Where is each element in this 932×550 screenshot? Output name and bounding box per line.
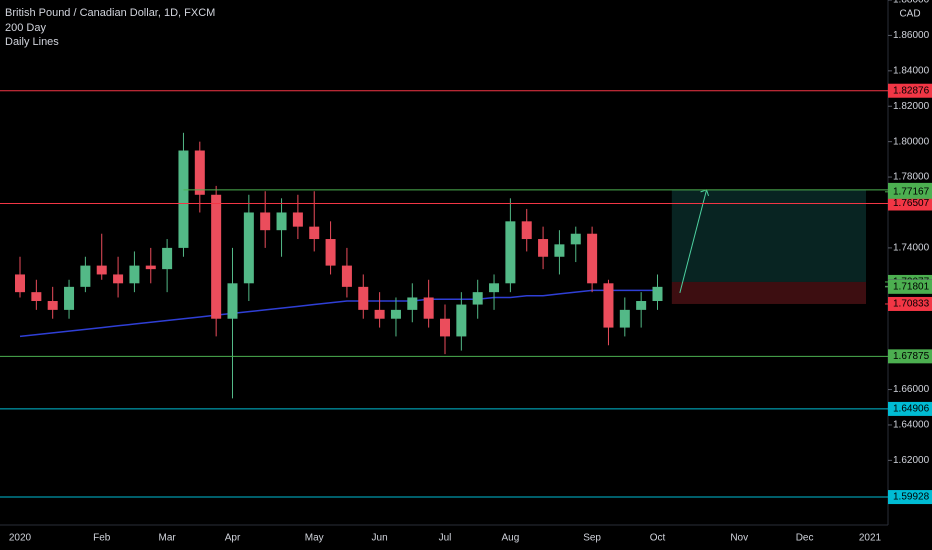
candle-body	[96, 265, 107, 275]
y-tick-label: 1.74000	[893, 243, 930, 254]
candle-body	[129, 265, 140, 284]
currency-label: CAD	[899, 9, 920, 20]
y-tick-label: 1.84000	[893, 65, 930, 76]
candle-body	[211, 194, 222, 319]
candle-body	[440, 318, 450, 337]
projection-arrow	[679, 189, 708, 293]
candle-body	[80, 265, 91, 287]
candle-body	[505, 221, 516, 284]
candle-body	[341, 265, 352, 287]
x-tick-label: Nov	[730, 533, 748, 544]
indicator-label: 200 Day	[5, 22, 46, 34]
x-tick-label: Sep	[583, 533, 601, 544]
y-tick-label: 1.62000	[893, 455, 930, 466]
x-tick-label: Jul	[439, 533, 452, 544]
candle-body	[603, 283, 614, 328]
candle-body	[374, 309, 385, 319]
candle-body	[619, 309, 630, 328]
candle-body	[325, 239, 336, 266]
candle-body	[292, 212, 303, 227]
level-label: 1.82876	[893, 85, 930, 96]
level-tag	[888, 196, 932, 211]
candle-body	[456, 304, 467, 337]
price-tag	[888, 296, 932, 311]
x-tick-label: Dec	[796, 533, 814, 544]
x-tick-label: May	[305, 533, 324, 544]
chart-title: British Pound / Canadian Dollar, 1D, FXC…	[5, 7, 215, 19]
candle-body	[243, 212, 254, 284]
y-tick-label: 1.86000	[893, 30, 930, 41]
candle-body	[554, 244, 565, 257]
x-tick-label: 2020	[9, 533, 32, 544]
level-label: 1.64906	[893, 404, 930, 415]
candle-body	[472, 292, 483, 305]
y-tick-label: 1.82000	[893, 101, 930, 112]
candle-body	[145, 265, 156, 270]
x-tick-label: 2021	[859, 533, 882, 544]
price-label: 1.77167	[893, 186, 930, 197]
x-tick-label: Mar	[158, 533, 176, 544]
candle-body	[521, 221, 532, 240]
level-tag	[888, 83, 932, 98]
price-tag	[888, 279, 932, 294]
level-label: 1.76507	[893, 198, 930, 209]
y-tick-label: 1.78000	[893, 172, 930, 183]
candle-body	[538, 239, 549, 257]
candle-body	[570, 233, 581, 245]
target-zone	[671, 189, 866, 282]
candle-body	[64, 286, 75, 310]
candle-body	[276, 212, 287, 231]
plot	[15, 132, 866, 399]
candle-body	[423, 297, 434, 319]
candle-body	[358, 286, 369, 310]
candle-body	[390, 309, 401, 319]
x-tick-label: Jun	[372, 533, 388, 544]
price-label: 1.70833	[893, 299, 930, 310]
candle-body	[227, 283, 238, 319]
level-label: 1.59928	[893, 492, 930, 503]
y-tick-label: 1.88000	[893, 0, 930, 6]
candle-body	[113, 274, 124, 284]
candle-body	[194, 150, 205, 195]
candle-body	[309, 226, 320, 240]
level-tag	[888, 490, 932, 505]
x-tick-label: Apr	[225, 533, 241, 544]
candle-body	[31, 292, 42, 302]
y-tick-label: 1.80000	[893, 136, 930, 147]
x-tick-label: Feb	[93, 533, 111, 544]
candle-body	[407, 297, 418, 310]
candle-body	[15, 274, 25, 293]
y-tick-label: 1.64000	[893, 420, 930, 431]
candle-body	[636, 301, 647, 310]
candle-body	[652, 286, 663, 302]
level-tag	[888, 349, 932, 364]
candle-body	[260, 212, 271, 231]
indicator-label: Daily Lines	[5, 36, 59, 48]
candle-body	[47, 301, 58, 310]
y-tick-label: 1.66000	[893, 384, 930, 395]
level-label: 1.67875	[893, 351, 930, 362]
x-tick-label: Aug	[501, 533, 519, 544]
price-label: 1.71801	[893, 281, 930, 292]
candle-body	[587, 233, 598, 284]
candle-body	[162, 247, 173, 270]
x-tick-label: Oct	[650, 533, 666, 544]
candle-body	[178, 150, 189, 248]
level-tag	[888, 401, 932, 416]
ma-line	[19, 289, 658, 338]
price-tag	[888, 184, 932, 199]
stop-zone	[671, 281, 866, 304]
candle-body	[489, 283, 500, 293]
